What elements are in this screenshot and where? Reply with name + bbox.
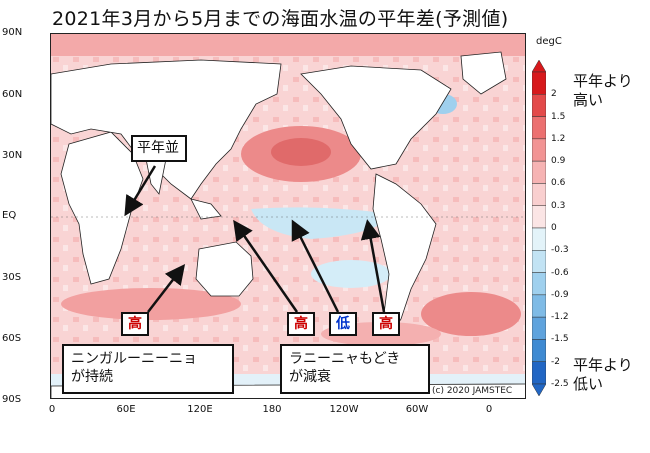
colorbar-tick-label: 0 (551, 223, 557, 233)
colorbar-tick-label: -1.2 (551, 312, 569, 323)
lon-label-60w: 60W (405, 404, 429, 415)
arrow-high-1 (233, 219, 299, 313)
lon-label-0-end: 0 (485, 404, 493, 415)
lanina-box: ラニーニャもどき が減衰 (280, 344, 430, 394)
colorbar-bottom-triangle (532, 383, 546, 396)
colorbar-tick-label: 0.3 (551, 200, 566, 211)
arrow-normal (124, 165, 157, 217)
arrow-low (291, 219, 340, 313)
high-tag-east-pacific: 高 (372, 312, 400, 336)
lat-label-30s: 30S (2, 272, 22, 283)
lat-label-eq: EQ (2, 210, 17, 221)
arrow-high-2 (360, 219, 386, 313)
colorbar-tick-label: 0.9 (551, 156, 566, 167)
lat-label-60n: 60N (2, 89, 23, 100)
low-note: 平年より 低い (573, 356, 633, 393)
page-title: 2021年3月から5月までの海面水温の平年差(予測値) (52, 8, 509, 30)
lat-label-30n: 30N (2, 150, 23, 161)
colorbar-tick-label: 1.5 (551, 111, 566, 122)
colorbar-unit: degC (536, 36, 562, 47)
lat-label-60s: 60S (2, 333, 22, 344)
colorbar (532, 60, 546, 396)
low-tag-central-pacific: 低 (329, 312, 357, 336)
south-indian-warm (61, 288, 241, 320)
arrow-ningaloo (147, 264, 186, 313)
lon-label-0: 0 (48, 404, 56, 415)
colorbar-tick-label: -0.9 (551, 289, 569, 300)
lat-label-90n: 90N (2, 27, 23, 38)
high-tag-west-pacific: 高 (287, 312, 315, 336)
colorbar-tick-label: -2.5 (551, 379, 569, 389)
ningaloo-box: ニンガルーニーニョ が持続 (62, 344, 234, 394)
colorbar-tick-label: 0.6 (551, 178, 566, 189)
colorbar-tick-label: -1.5 (551, 334, 569, 345)
high-tag-indian: 高 (121, 312, 149, 336)
lon-label-120e: 120E (187, 404, 213, 415)
copyright: (c) 2020 JAMSTEC (432, 386, 513, 396)
colorbar-tick-label: -2 (551, 356, 560, 367)
lon-label-120w: 120W (329, 404, 359, 415)
normal-box: 平年並 (131, 135, 187, 162)
arctic-warm (51, 34, 525, 56)
south-atlantic-warm (421, 292, 521, 336)
colorbar-tick-label: -0.3 (551, 245, 569, 256)
colorbar-tick-label: -0.6 (551, 267, 569, 278)
high-note: 平年より 高い (573, 72, 633, 109)
colorbar-tick-label: 1.2 (551, 133, 566, 144)
lat-label-90s: 90S (2, 394, 22, 405)
colorbar-tick-label: 2 (551, 89, 557, 100)
lon-label-180: 180 (262, 404, 282, 415)
equatorial-cool (251, 207, 391, 239)
lon-label-60e: 60E (116, 404, 136, 415)
